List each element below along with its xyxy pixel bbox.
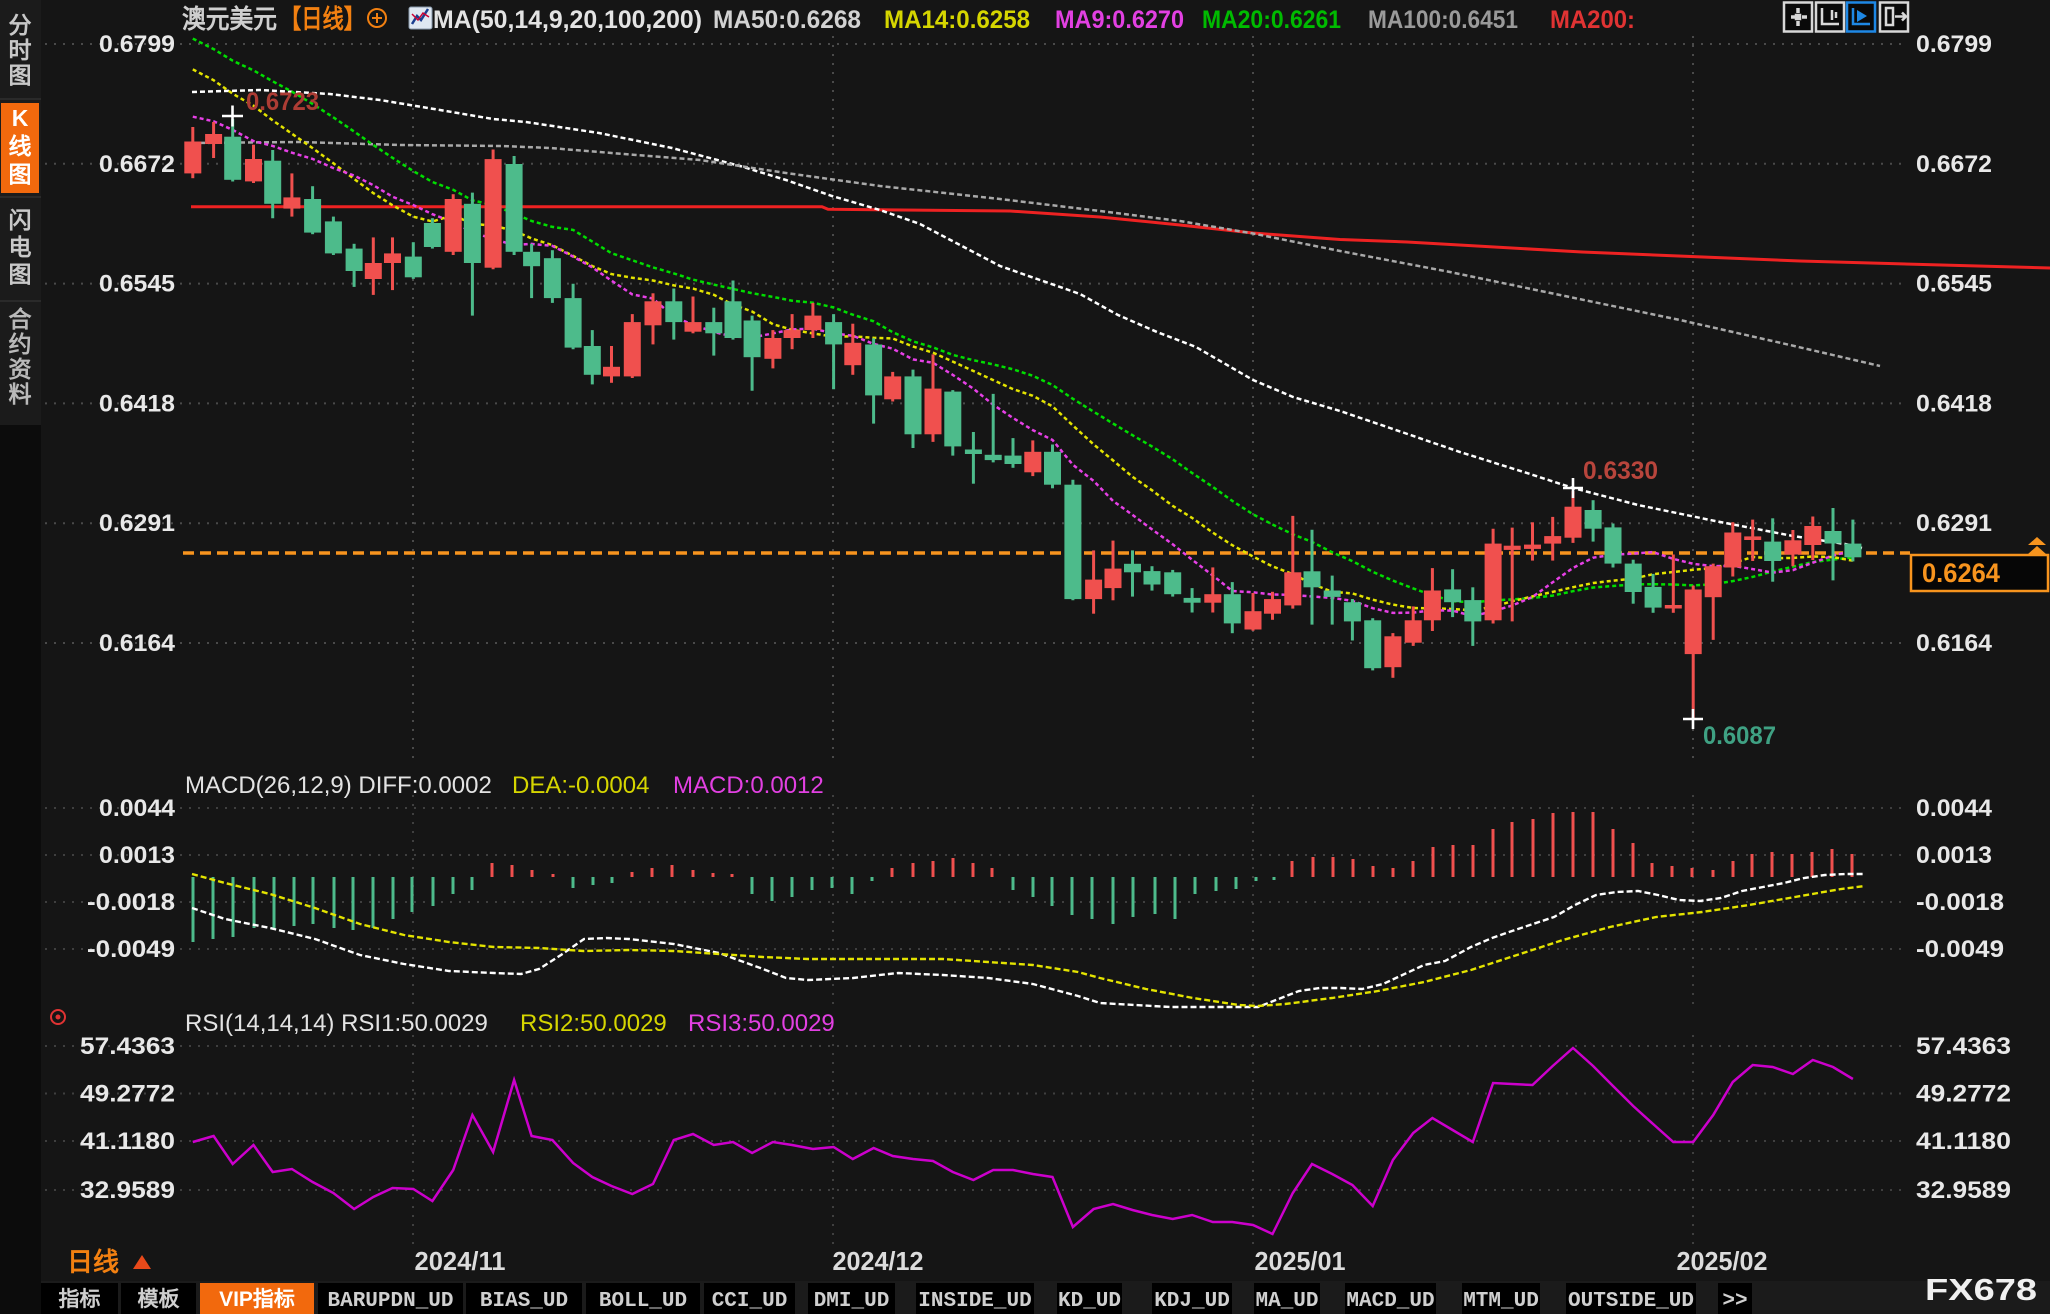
svg-text:0.0044: 0.0044 — [99, 795, 176, 822]
svg-text:-0.0018: -0.0018 — [87, 889, 175, 916]
svg-text:电: 电 — [9, 234, 32, 260]
svg-text:0.0044: 0.0044 — [1916, 795, 1993, 822]
svg-text:0.6723: 0.6723 — [246, 88, 319, 116]
svg-text:图: 图 — [9, 62, 32, 88]
svg-text:-0.0018: -0.0018 — [1916, 889, 2004, 916]
svg-text:KD_UD: KD_UD — [1058, 1290, 1121, 1313]
svg-text:VIP指标: VIP指标 — [219, 1287, 295, 1311]
svg-text:K: K — [12, 105, 29, 131]
svg-text:INSIDE_UD: INSIDE_UD — [918, 1290, 1031, 1313]
svg-text:2025/01: 2025/01 — [1255, 1246, 1346, 1276]
svg-text:0.6330: 0.6330 — [1583, 457, 1658, 485]
svg-text:2024/11: 2024/11 — [415, 1246, 506, 1276]
svg-text:MA14:0.6258: MA14:0.6258 — [884, 6, 1030, 34]
svg-text:41.1180: 41.1180 — [1916, 1128, 2011, 1155]
svg-text:>>: >> — [1722, 1290, 1747, 1313]
svg-text:MA_UD: MA_UD — [1255, 1290, 1318, 1313]
svg-text:2025/02: 2025/02 — [1677, 1246, 1768, 1276]
svg-text:57.4363: 57.4363 — [1916, 1033, 2011, 1060]
svg-text:32.9589: 32.9589 — [1916, 1177, 2011, 1204]
svg-text:0.6545: 0.6545 — [1916, 271, 1992, 298]
svg-text:49.2772: 49.2772 — [80, 1081, 175, 1108]
svg-text:DMI_UD: DMI_UD — [814, 1290, 890, 1313]
svg-text:MA20:0.6261: MA20:0.6261 — [1202, 6, 1341, 34]
svg-text:MA50:0.6268: MA50:0.6268 — [713, 6, 861, 34]
svg-text:OUTSIDE_UD: OUTSIDE_UD — [1568, 1290, 1694, 1313]
svg-text:MA100:0.6451: MA100:0.6451 — [1368, 6, 1518, 34]
svg-text:-0.0049: -0.0049 — [87, 936, 175, 963]
svg-text:RSI3:50.0029: RSI3:50.0029 — [688, 1010, 835, 1037]
svg-text:澳元美元: 澳元美元 — [182, 4, 277, 34]
svg-text:MA200:: MA200: — [1550, 6, 1635, 34]
svg-text:0.6799: 0.6799 — [99, 31, 175, 58]
svg-text:DEA:-0.0004: DEA:-0.0004 — [512, 772, 649, 799]
svg-text:约: 约 — [9, 331, 32, 357]
svg-text:合: 合 — [9, 306, 33, 332]
svg-text:RSI(14,14,14) RSI1:50.0029: RSI(14,14,14) RSI1:50.0029 — [185, 1010, 488, 1037]
svg-text:RSI2:50.0029: RSI2:50.0029 — [520, 1010, 667, 1037]
svg-text:闪: 闪 — [9, 207, 32, 233]
svg-text:BARUPDN_UD: BARUPDN_UD — [327, 1290, 453, 1313]
svg-text:0.6418: 0.6418 — [1916, 390, 1992, 417]
svg-text:0.6799: 0.6799 — [1916, 31, 1992, 58]
svg-text:模板: 模板 — [138, 1287, 181, 1311]
svg-text:0.6164: 0.6164 — [1916, 630, 1993, 657]
svg-text:FX678: FX678 — [1925, 1272, 2037, 1307]
svg-text:0.6291: 0.6291 — [99, 510, 175, 537]
svg-text:0.0013: 0.0013 — [1916, 842, 1992, 869]
svg-text:指标: 指标 — [59, 1287, 101, 1311]
svg-text:线: 线 — [9, 133, 32, 159]
svg-text:图: 图 — [9, 261, 32, 287]
svg-text:41.1180: 41.1180 — [80, 1128, 175, 1155]
svg-text:-0.0049: -0.0049 — [1916, 936, 2004, 963]
svg-text:0.6545: 0.6545 — [99, 271, 175, 298]
svg-text:【日线】: 【日线】 — [280, 4, 365, 34]
svg-text:日线: 日线 — [67, 1247, 119, 1277]
svg-text:0.6264: 0.6264 — [1922, 558, 2000, 588]
svg-text:2024/12: 2024/12 — [833, 1246, 924, 1276]
svg-text:MACD(26,12,9) DIFF:0.0002: MACD(26,12,9) DIFF:0.0002 — [185, 772, 492, 799]
svg-text:MA9:0.6270: MA9:0.6270 — [1055, 6, 1184, 34]
svg-text:0.6672: 0.6672 — [99, 151, 175, 178]
svg-text:0.6672: 0.6672 — [1916, 151, 1992, 178]
svg-text:BOLL_UD: BOLL_UD — [599, 1290, 687, 1313]
svg-text:0.6164: 0.6164 — [99, 630, 176, 657]
svg-text:57.4363: 57.4363 — [80, 1033, 175, 1060]
svg-text:分: 分 — [9, 12, 32, 38]
svg-text:MA(50,14,9,20,100,200): MA(50,14,9,20,100,200) — [433, 6, 702, 34]
svg-text:资: 资 — [9, 356, 32, 382]
svg-text:图: 图 — [9, 161, 32, 187]
svg-text:时: 时 — [9, 37, 32, 63]
svg-text:KDJ_UD: KDJ_UD — [1154, 1290, 1230, 1313]
svg-text:0.0013: 0.0013 — [99, 842, 175, 869]
svg-text:MACD:0.0012: MACD:0.0012 — [673, 772, 824, 799]
svg-text:32.9589: 32.9589 — [80, 1177, 175, 1204]
svg-text:CCI_UD: CCI_UD — [712, 1290, 788, 1313]
svg-text:料: 料 — [9, 381, 32, 407]
svg-text:0.6418: 0.6418 — [99, 390, 175, 417]
svg-text:BIAS_UD: BIAS_UD — [480, 1290, 568, 1313]
svg-text:0.6291: 0.6291 — [1916, 510, 1992, 537]
svg-text:0.6087: 0.6087 — [1703, 722, 1776, 750]
svg-text:MACD_UD: MACD_UD — [1346, 1290, 1434, 1313]
svg-text:49.2772: 49.2772 — [1916, 1081, 2011, 1108]
svg-text:MTM_UD: MTM_UD — [1463, 1290, 1539, 1313]
